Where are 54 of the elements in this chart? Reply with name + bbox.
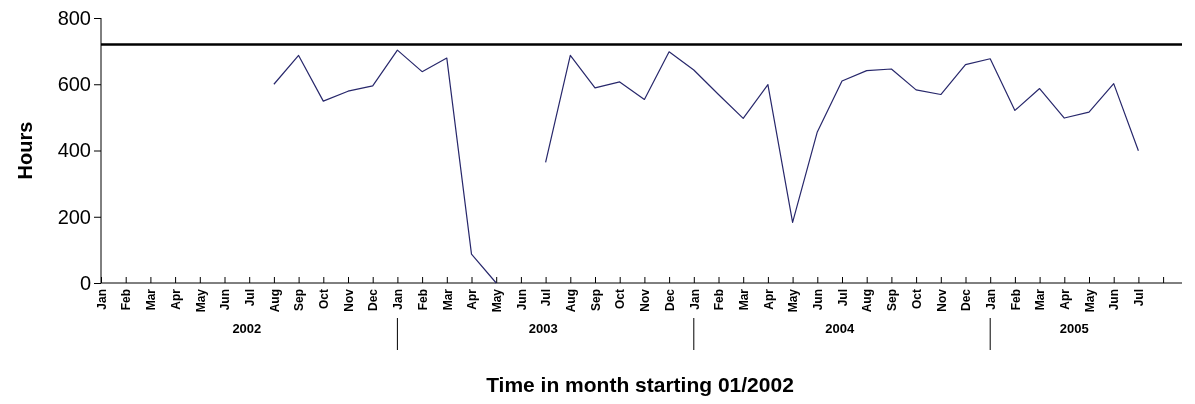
x-tick-label: May xyxy=(1082,288,1097,313)
x-tick-label: Jul xyxy=(242,289,257,307)
x-tick-label: Apr xyxy=(761,288,776,310)
text: 2002 xyxy=(232,321,262,336)
x-tick-label: May xyxy=(193,288,208,313)
x-tick-label: Jun xyxy=(514,289,529,311)
text: 2005 xyxy=(1059,321,1089,336)
x-tick-label: Mar xyxy=(440,288,455,311)
x-tick-label: Jul xyxy=(539,289,554,307)
x-tick-label: Mar xyxy=(1033,288,1048,311)
x-tick-label: Nov xyxy=(934,288,949,312)
x-tick-label: Jul xyxy=(835,289,850,307)
x-tick-label: Sep xyxy=(885,289,900,312)
y-tick-label: 400 xyxy=(57,139,91,162)
x-tick-label: Oct xyxy=(909,289,924,310)
x-tick-label: Jun xyxy=(218,289,233,311)
x-tick-label: Dec xyxy=(959,288,974,312)
x-tick-label: Jan xyxy=(94,289,109,310)
x-tick-label: Sep xyxy=(588,289,603,312)
x-tick-label: Feb xyxy=(1008,289,1023,311)
x-tick-label: Nov xyxy=(638,288,653,312)
text: 2004 xyxy=(825,321,855,336)
x-tick-label: Mar xyxy=(736,288,751,311)
y-axis-title: Hours xyxy=(14,121,36,180)
x-tick-label: Apr xyxy=(168,288,183,310)
x-tick-label: Mar xyxy=(144,288,159,311)
y-tick-label: 600 xyxy=(57,73,91,96)
x-tick-label: Dec xyxy=(662,288,677,312)
x-tick-label: Feb xyxy=(712,289,727,311)
x-tick-label: Oct xyxy=(613,289,628,310)
x-tick-label: May xyxy=(489,288,504,313)
x-tick-label: Feb xyxy=(119,289,134,311)
x-tick-label: Jun xyxy=(811,289,825,311)
x-tick-label: Nov xyxy=(341,288,356,312)
x-tick-label: Jan xyxy=(983,289,998,310)
text: 2003 xyxy=(528,321,558,336)
x-tick-label: Aug xyxy=(564,289,578,313)
x-tick-label: Jun xyxy=(1107,289,1122,311)
y-tick-label: 800 xyxy=(57,6,91,29)
x-tick-label: Aug xyxy=(267,289,282,313)
x-tick-label: May xyxy=(786,288,801,313)
x-tick-label: Aug xyxy=(860,289,875,313)
x-tick-label: Feb xyxy=(415,289,430,311)
x-tick-label: Dec xyxy=(366,288,381,312)
x-tick-label: Apr xyxy=(465,288,480,310)
x-tick-label: Apr xyxy=(1058,288,1072,310)
x-tick-label: Sep xyxy=(292,289,307,312)
x-tick-label: Oct xyxy=(317,289,331,310)
x-tick-label: Jan xyxy=(391,289,406,310)
x-tick-label: Jul xyxy=(1132,289,1147,307)
y-tick-label: 200 xyxy=(57,205,91,228)
x-tick-label: Jan xyxy=(687,289,702,310)
x-axis-title: Time in month starting 01/2002 xyxy=(486,373,794,396)
y-tick-label: 0 xyxy=(79,271,91,294)
